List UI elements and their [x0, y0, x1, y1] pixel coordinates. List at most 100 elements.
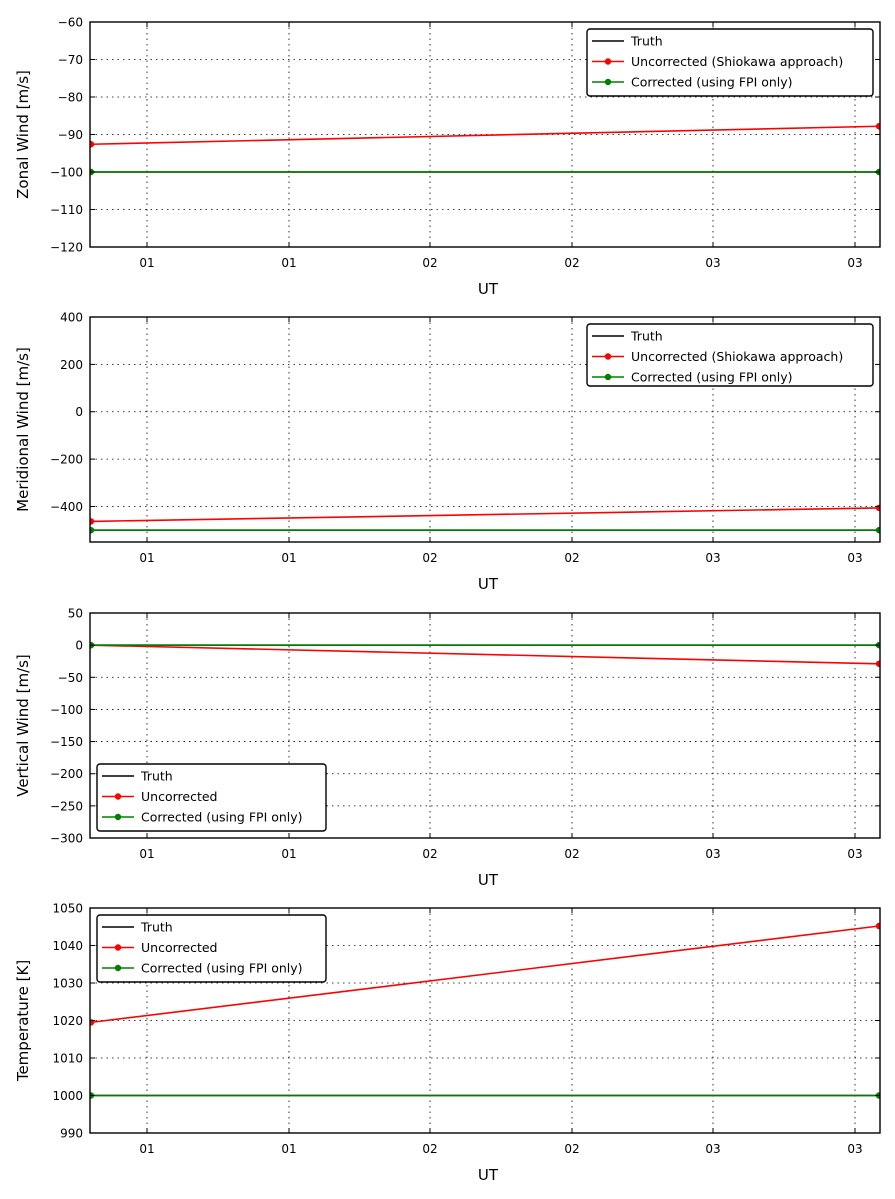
series-point-2 — [875, 504, 880, 512]
x-tick-label: 01 — [139, 551, 154, 565]
legend-entry-label: Uncorrected (Shiokawa approach) — [631, 349, 843, 364]
x-tick-label: 02 — [422, 1142, 437, 1156]
legend-swatch-marker — [604, 58, 612, 65]
x-tick-label: 01 — [139, 1142, 154, 1156]
series-point-2 — [875, 123, 880, 130]
x-tick-label: 03 — [847, 551, 862, 565]
y-axis-label: Zonal Wind [m/s] — [14, 70, 32, 199]
y-tick-label: −200 — [50, 453, 83, 467]
legend-entry-label: Corrected (using FPI only) — [141, 961, 303, 976]
x-tick-label: 02 — [422, 256, 437, 270]
series-line-2 — [90, 644, 880, 665]
series-line-2 — [90, 925, 880, 1024]
legend-swatch-marker — [114, 813, 122, 821]
y-axis-label: Temperature [K] — [14, 960, 32, 1082]
series-point-2 — [90, 141, 95, 148]
x-axis-label: UT — [478, 1166, 499, 1184]
legend-entry-label: Corrected (using FPI only) — [141, 810, 303, 825]
legend-box — [586, 323, 874, 387]
legend: Truth Uncorrected Corrected (using FPI onl… — [96, 763, 327, 832]
axes-frame — [89, 316, 881, 543]
legend-entry-label: Uncorrected (Shiokawa approach) — [631, 54, 843, 69]
x-tick-label: 03 — [705, 1142, 720, 1156]
legend-entry-label: Truth — [630, 34, 663, 49]
legend-swatch-marker — [604, 78, 612, 86]
x-tick-label: 03 — [847, 256, 862, 270]
x-tick-label: 02 — [422, 847, 437, 861]
y-tick-label: −100 — [50, 703, 83, 717]
x-axis-label: UT — [478, 280, 499, 298]
panel-2: −400 −200 0 200 400 01 01 02 02 03 03 UT Meridional … — [14, 311, 881, 593]
x-axis-label: UT — [478, 871, 499, 889]
x-axis-label: UT — [478, 575, 499, 593]
plot-area — [90, 123, 880, 176]
legend-swatch-marker — [114, 944, 122, 951]
y-tick-label: 400 — [60, 311, 83, 325]
x-tick-label: 02 — [564, 551, 579, 565]
y-tick-label: −250 — [50, 799, 83, 813]
x-tick-label: 02 — [564, 256, 579, 270]
y-tick-label: 50 — [68, 607, 83, 621]
x-tick-label: 03 — [705, 847, 720, 861]
y-tick-label: −400 — [50, 500, 83, 514]
x-tick-label: 01 — [139, 256, 154, 270]
y-tick-label: −110 — [50, 203, 83, 217]
y-tick-label: −200 — [50, 767, 83, 781]
y-tick-label: −120 — [50, 241, 83, 255]
y-tick-label: −90 — [58, 128, 83, 142]
y-tick-label: 1030 — [52, 977, 83, 991]
x-tick-label: 01 — [281, 1142, 296, 1156]
x-tick-label: 01 — [281, 256, 296, 270]
legend-entry-label: Uncorrected — [141, 789, 217, 804]
legend: Truth Uncorrected Corrected (using FPI onl… — [96, 914, 327, 983]
y-tick-label: 1000 — [52, 1089, 83, 1103]
x-tick-label: 02 — [564, 847, 579, 861]
y-tick-label: −150 — [50, 735, 83, 749]
legend-swatch-marker — [604, 353, 612, 360]
y-tick-label: −60 — [58, 16, 83, 30]
legend-entry-label: Corrected (using FPI only) — [631, 370, 793, 385]
y-axis-label: Vertical Wind [m/s] — [14, 654, 32, 797]
y-tick-label: −300 — [50, 832, 83, 846]
series-point-3 — [875, 526, 880, 534]
x-tick-label: 03 — [705, 551, 720, 565]
y-tick-label: 1050 — [52, 902, 83, 916]
y-tick-label: 1040 — [52, 939, 83, 953]
y-tick-label: 0 — [75, 639, 83, 653]
y-tick-label: −70 — [58, 53, 83, 67]
y-tick-label: 1020 — [52, 1014, 83, 1028]
plot-area — [90, 504, 880, 534]
x-tick-label: 02 — [422, 551, 437, 565]
x-tick-label: 03 — [847, 1142, 862, 1156]
panel-4: 990 1000 1010 1020 1030 1040 1050 01 01 02 02 03 03 U… — [14, 902, 881, 1184]
legend: Truth Uncorrected (Shiokawa approach) Corr… — [586, 28, 874, 97]
panel-1: −120 −110 −100 −90 −80 −70 −60 01 01 02 02 03 03 UT Zo… — [14, 16, 881, 298]
x-tick-label: 02 — [564, 1142, 579, 1156]
series-point-3 — [90, 526, 95, 534]
legend-swatch-marker — [114, 964, 122, 972]
legend-entry-label: Truth — [140, 769, 173, 784]
legend-entry-label: Uncorrected — [141, 940, 217, 955]
legend-box — [586, 28, 874, 97]
y-tick-label: 200 — [60, 358, 83, 372]
panel-3: −300 −250 −200 −150 −100 −50 0 50 01 01 02 02 03 03 UT… — [14, 607, 881, 889]
legend-swatch-marker — [114, 793, 122, 800]
legend-entry-label: Corrected (using FPI only) — [631, 75, 793, 90]
y-tick-label: −80 — [58, 91, 83, 105]
y-axis-label: Meridional Wind [m/s] — [14, 347, 32, 512]
y-tick-label: −100 — [50, 166, 83, 180]
axes-frame — [89, 612, 881, 839]
y-tick-label: 990 — [60, 1127, 83, 1141]
x-tick-label: 01 — [139, 847, 154, 861]
series-point-2 — [90, 518, 95, 525]
series-point-2 — [875, 922, 880, 930]
series-line-2 — [90, 507, 880, 523]
x-tick-label: 03 — [705, 256, 720, 270]
legend-swatch-marker — [604, 373, 612, 381]
legend-box — [96, 763, 327, 832]
x-tick-label: 03 — [847, 847, 862, 861]
series-line-2 — [90, 125, 880, 146]
y-tick-label: 1010 — [52, 1052, 83, 1066]
legend: Truth Uncorrected (Shiokawa approach) Corr… — [586, 323, 874, 387]
